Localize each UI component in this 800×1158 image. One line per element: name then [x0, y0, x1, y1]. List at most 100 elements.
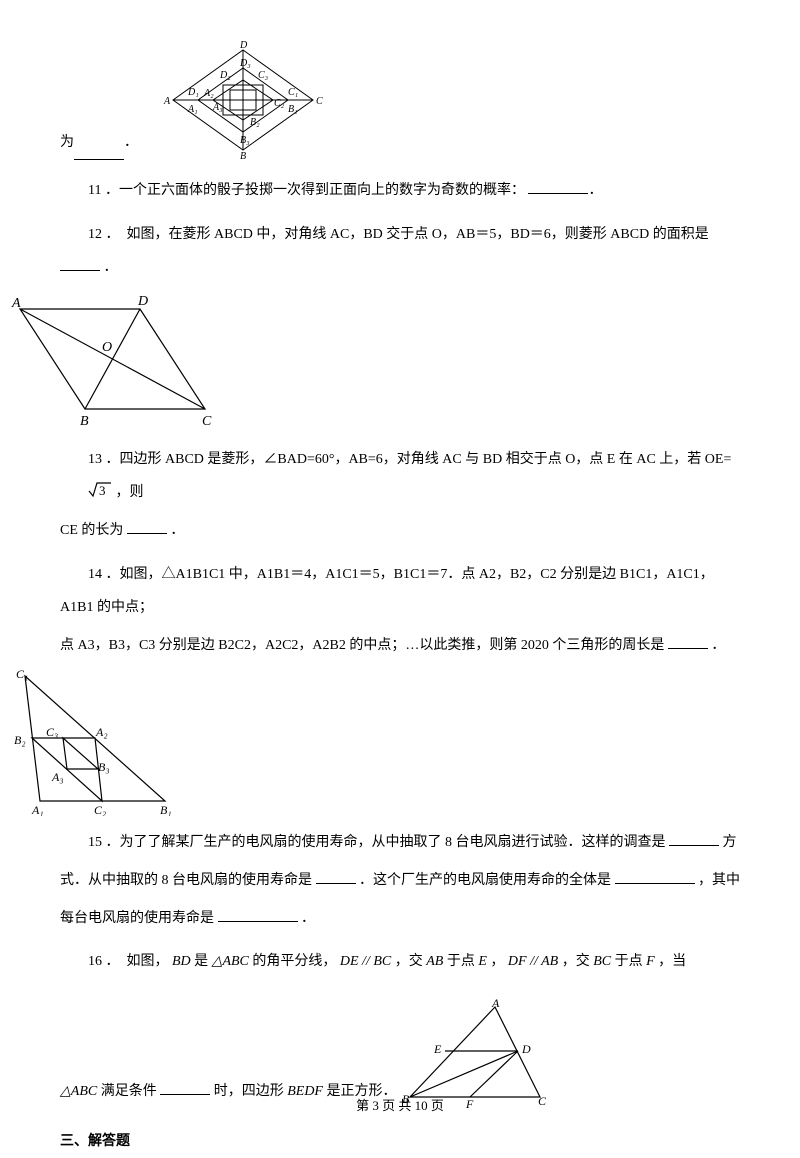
fig16-label-E: E [433, 1042, 442, 1056]
q15-suffix: ． [301, 911, 315, 926]
fig12-label-B: B [80, 414, 89, 429]
fig14-label-A1: A₁ [31, 803, 44, 816]
q15-line2: 式．从中抽取的 8 台电风扇的使用寿命是 ．这个厂生产的电风扇使用寿命的全体是 … [60, 864, 740, 898]
q16-abc: △ABC [212, 954, 249, 969]
q12: 12 ． 如图，在菱形 ABCD 中，对角线 AC，BD 交于点 O，AB＝5，… [60, 218, 740, 285]
q15-line2b: ．这个厂生产的电风扇使用寿命的全体是 [359, 873, 611, 888]
fig10-label-D: D [239, 40, 248, 51]
fig14-label-A3: A₃ [51, 770, 64, 784]
fig10-label-A1: A₁ [187, 104, 198, 115]
q16-de: DE // BC [340, 954, 391, 969]
q16-bd: BD [172, 954, 191, 969]
fig10-label-D3: D₂ [219, 70, 231, 81]
q16-text-h: 于点 [615, 954, 647, 969]
fig14-label-B1: B₁ [160, 803, 172, 816]
q16-text-c: 的角平分线， [252, 954, 336, 969]
fig10-label-D2: D₃ [239, 58, 251, 69]
q15-blank4 [218, 908, 298, 922]
q15-line3-text: 每台电风扇的使用寿命是 [60, 911, 214, 926]
q16-text-g: ，交 [562, 954, 594, 969]
fig14-label-B2: B₂ [14, 733, 26, 747]
fig10-label-B2: B₂ [250, 117, 260, 128]
q16-line2b: 满足条件 [101, 1084, 157, 1099]
fig12: A D B C O [10, 289, 220, 429]
fig10-label-C3: C₃ [258, 70, 269, 81]
q16-text-f: ， [490, 954, 504, 969]
fig10-label-C1: C₁ [288, 87, 298, 98]
q15-blank1 [669, 832, 719, 846]
q13-text-a: ．四边形 ABCD 是菱形，∠BAD=60°，AB=6，对角线 AC 与 BD … [106, 452, 732, 467]
sqrt-icon: 3 [60, 478, 112, 512]
q10-blank [74, 146, 124, 160]
q14-num: 14 [88, 567, 102, 582]
fig10-label-A: A [163, 96, 171, 107]
q11-text: ．一个正六面体的骰子投掷一次得到正面向上的数字为奇数的概率： [105, 183, 525, 198]
q16-text-d: ，交 [395, 954, 427, 969]
fig10: A B C D D₁ C₁ A₁ B₁ D₃ C₃ D₂ A₂ A₃ B₂ C₂… [158, 40, 328, 160]
q13-blank [127, 520, 167, 534]
section3-title: 三、解答题 [60, 1125, 740, 1158]
fig16: A B C D E F [400, 999, 550, 1109]
q11: 11 ．一个正六面体的骰子投掷一次得到正面向上的数字为奇数的概率： ． [60, 174, 740, 208]
fig12-label-D: D [137, 294, 148, 309]
q16-num: 16 [88, 954, 102, 969]
q11-num: 11 [88, 183, 101, 198]
fig10-label-B1: B₁ [288, 104, 298, 115]
q13-suffix: ． [170, 523, 184, 538]
q16-E: E [478, 954, 487, 969]
q15-line3: 每台电风扇的使用寿命是 ． [60, 902, 740, 936]
q16-line2a: △ABC [60, 1084, 97, 1099]
q16-line2d: 是正方形． [326, 1084, 396, 1099]
q15-line1: 15 ．为了了解某厂生产的电风扇的使用寿命，从中抽取了 8 台电风扇进行试验．这… [60, 826, 740, 860]
q15-text-b: 方 [723, 835, 737, 850]
q16-text-e: 于点 [447, 954, 479, 969]
q16-text-i: ，当 [658, 954, 686, 969]
q14-text-b: 点 A3，B3，C3 分别是边 B2C2，A2C2，A2B2 的中点；…以此类推… [60, 638, 664, 653]
q13-text-b: ，则 [116, 485, 144, 500]
q15-blank3 [615, 870, 695, 884]
q16-F: F [646, 954, 655, 969]
fig12-label-C: C [202, 414, 212, 429]
q16-bc: BC [593, 954, 611, 969]
q16-line2: △ABC 满足条件 时，四边形 BEDF 是正方形． A B C D E F [60, 999, 740, 1109]
fig12-label-O: O [102, 340, 112, 355]
fig16-label-D: D [521, 1042, 531, 1056]
q12-blank [60, 257, 100, 271]
q14-line2: 点 A3，B3，C3 分别是边 B2C2，A2C2，A2B2 的中点；…以此类推… [60, 629, 740, 663]
q15-line2c: ，其中 [698, 873, 740, 888]
q11-blank [528, 180, 588, 194]
fig14: C₁ A₁ B₁ A₂ B₂ C₂ C₃ A₃ B₃ [10, 666, 180, 816]
fig14-label-C1: C₁ [16, 667, 28, 681]
page-footer: 第 3 页 共 10 页 [0, 1099, 800, 1112]
svg-text:3: 3 [99, 483, 106, 498]
q14-text-a: ．如图，△A1B1C1 中，A1B1＝4，A1C1＝5，B1C1＝7．点 A2，… [60, 567, 714, 616]
q16-df: DF // AB [508, 954, 558, 969]
q10-suffix: 为 [60, 126, 74, 160]
q14-suffix: ． [711, 638, 725, 653]
q15-text-a: ．为了了解某厂生产的电风扇的使用寿命，从中抽取了 8 台电风扇进行试验．这样的调… [106, 835, 666, 850]
q13-line2: CE 的长为 ． [60, 514, 740, 548]
q13-line2-text: CE 的长为 [60, 523, 123, 538]
q12-suffix: ． [104, 260, 118, 275]
fig14-label-A2: A₂ [95, 725, 108, 739]
q10-row: 为 ． A B C D D₁ C₁ A₁ B₁ D₃ [60, 40, 740, 160]
q14-line1: 14 ．如图，△A1B1C1 中，A1B1＝4，A1C1＝5，B1C1＝7．点 … [60, 558, 740, 625]
q16-line2c: 时，四边形 [214, 1084, 288, 1099]
fig10-label-B: B [240, 151, 246, 160]
q12-num: 12 [88, 227, 102, 242]
q15-line2a: 式．从中抽取的 8 台电风扇的使用寿命是 [60, 873, 312, 888]
fig10-label-D1: D₁ [187, 87, 199, 98]
fig10-label-A2: A₂ [203, 88, 214, 99]
q13: 13 ．四边形 ABCD 是菱形，∠BAD=60°，AB=6，对角线 AC 与 … [60, 443, 740, 510]
fig14-label-C2: C₂ [94, 803, 106, 816]
q16-text-a: ． 如图， [106, 954, 169, 969]
fig10-label-C: C [316, 96, 323, 107]
q12-text: ． 如图，在菱形 ABCD 中，对角线 AC，BD 交于点 O，AB＝5，BD＝… [106, 227, 709, 242]
q16-line1: 16 ． 如图， BD 是 △ABC 的角平分线， DE // BC ，交 AB… [60, 945, 740, 979]
q16-ab: AB [426, 954, 443, 969]
q16-text-b: 是 [194, 954, 208, 969]
q13-num: 13 [88, 452, 102, 467]
fig10-label-B3: B₃ [240, 135, 250, 146]
fig10-label-C2: C₂ [274, 98, 285, 109]
q15-blank2 [316, 870, 356, 884]
